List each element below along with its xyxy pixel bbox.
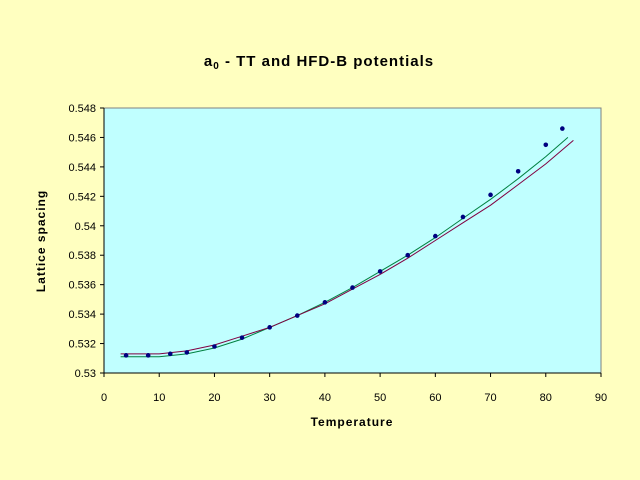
data-point xyxy=(543,142,549,148)
x-tick-label: 20 xyxy=(208,392,220,404)
y-tick-label: 0.53 xyxy=(75,368,96,380)
data-point xyxy=(239,335,245,340)
x-tick-label: 60 xyxy=(429,392,441,404)
y-tick-label: 0.538 xyxy=(68,250,96,262)
x-tick-label: 90 xyxy=(595,392,607,404)
x-tick-label: 0 xyxy=(101,392,107,404)
chart-title: a0 - TT and HFD-B potentials xyxy=(204,53,434,72)
x-axis-label: Temperature xyxy=(311,415,394,429)
y-axis-label: Lattice spacing xyxy=(34,190,48,292)
y-axis: 0.53 0.532 0.534 0.536 0.538 0.54 0.542 0.544 0.… xyxy=(68,103,105,380)
plot-area xyxy=(103,107,602,374)
data-point xyxy=(322,300,328,305)
x-tick-label: 40 xyxy=(319,392,331,404)
series-layer xyxy=(120,126,574,358)
x-tick-label: 80 xyxy=(540,392,552,404)
data-point xyxy=(294,313,300,318)
data-point xyxy=(212,344,217,349)
y-tick-label: 0.542 xyxy=(68,191,96,203)
data-point xyxy=(488,192,493,198)
data-point xyxy=(405,252,411,258)
data-point xyxy=(167,351,173,357)
y-tick-label: 0.546 xyxy=(68,132,96,144)
data-point xyxy=(145,353,151,358)
y-tick-label: 0.548 xyxy=(68,103,96,115)
y-tick-label: 0.54 xyxy=(75,221,96,233)
data-point xyxy=(515,169,521,174)
x-tick-label: 10 xyxy=(153,392,165,404)
data-point xyxy=(350,285,355,290)
data-point xyxy=(267,325,272,330)
data-point xyxy=(123,353,129,358)
chart-title-subscript: 0 xyxy=(213,61,220,72)
data-point xyxy=(184,350,190,355)
y-tick-label: 0.534 xyxy=(68,309,96,321)
x-tick-label: 30 xyxy=(264,392,276,404)
data-point xyxy=(560,126,565,131)
data-point xyxy=(460,214,466,220)
y-tick-label: 0.544 xyxy=(68,162,96,174)
x-tick-label: 50 xyxy=(374,392,386,404)
x-tick-label: 70 xyxy=(484,392,496,404)
data-point xyxy=(377,269,383,274)
y-tick-label: 0.536 xyxy=(68,280,96,292)
y-tick-label: 0.532 xyxy=(68,339,96,351)
data-point xyxy=(433,233,438,239)
chart-title-rest: - TT and HFD-B potentials xyxy=(220,53,434,70)
x-axis: 0 10 20 30 40 50 60 70 80 90 xyxy=(101,372,607,404)
chart-title-main: a xyxy=(204,53,213,70)
